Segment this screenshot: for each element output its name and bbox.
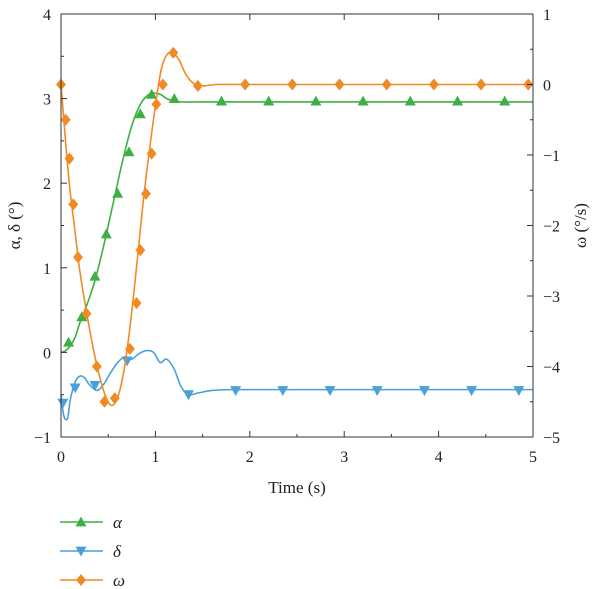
x-axis-title: Time (s): [268, 478, 325, 497]
series-3-marker: [158, 78, 168, 91]
series-3-marker: [60, 113, 71, 126]
series-1-marker: [357, 95, 369, 106]
series-3-marker: [124, 342, 135, 355]
series-1: [60, 88, 533, 354]
x-tick-label: 3: [340, 449, 348, 466]
series-3-marker: [73, 251, 83, 264]
legend-marker: [75, 516, 87, 527]
y-right-axis-title: ω (°/s): [571, 203, 590, 248]
x-tick-label: 2: [246, 449, 254, 466]
legend-label: α: [113, 513, 123, 532]
series-2-marker: [69, 383, 81, 394]
series-2-marker: [89, 380, 101, 391]
series-3-marker: [109, 392, 120, 405]
y-right-tick-label: −1: [543, 148, 560, 165]
legend-label: ω: [113, 571, 125, 589]
legend-marker: [76, 573, 86, 587]
series-3-marker: [99, 395, 110, 408]
series-3-marker: [64, 152, 75, 165]
series-3-marker: [146, 147, 157, 160]
y-left-tick-label: 0: [43, 345, 51, 362]
y-right-tick-label: 0: [543, 78, 551, 95]
legend-marker: [75, 546, 87, 557]
series-3-marker: [192, 79, 203, 92]
y-right-tick-label: −4: [543, 360, 560, 377]
series-3-marker: [428, 78, 439, 91]
series-3-marker: [240, 78, 251, 91]
legend-item-3: ω: [60, 571, 125, 589]
series-2-marker: [513, 386, 525, 396]
series-1-marker: [263, 95, 275, 106]
series-3-marker: [141, 187, 151, 200]
series-2-marker: [57, 398, 69, 409]
series-3-marker: [334, 78, 345, 91]
y-left-tick-label: 3: [43, 92, 51, 109]
series-2-marker: [371, 386, 383, 396]
series-3-marker: [168, 46, 179, 59]
series-2-marker: [182, 390, 194, 401]
y-left-tick-label: 4: [43, 7, 51, 24]
series-1-marker: [499, 95, 511, 106]
series-1-marker: [134, 108, 146, 119]
plot-frame: [60, 13, 534, 438]
series-3-marker: [91, 360, 102, 373]
series-2-marker: [121, 356, 133, 367]
series-1-marker: [100, 228, 112, 239]
series-3-marker: [135, 244, 146, 257]
y-right-tick-label: 1: [543, 7, 551, 24]
series-1-marker: [89, 270, 101, 281]
series-1-line: [60, 92, 533, 354]
series-1-marker: [76, 311, 88, 322]
series-2: [57, 349, 533, 421]
series-3-marker: [151, 98, 162, 111]
series-3-marker: [287, 78, 298, 91]
series-1-marker: [168, 93, 180, 103]
x-tick-label: 5: [529, 449, 537, 466]
y-right-tick-label: −3: [543, 289, 560, 306]
legend-label: δ: [113, 542, 122, 561]
series-1-marker: [112, 187, 124, 198]
series-3-marker: [381, 78, 392, 91]
y-right-tick-label: −2: [543, 219, 560, 236]
y-left-tick-label: −1: [34, 430, 51, 447]
series-3-marker: [476, 78, 487, 91]
series-3-marker: [68, 198, 79, 211]
series-1-marker: [215, 95, 227, 106]
series-2-line: [60, 349, 533, 421]
series-1-marker: [63, 336, 75, 347]
series-3: [56, 46, 534, 408]
series-2-marker: [418, 386, 430, 396]
series-2-marker: [466, 386, 478, 396]
y-left-tick-label: 2: [43, 176, 51, 193]
series-1-marker: [404, 95, 416, 106]
y-left-tick-label: 1: [43, 261, 51, 278]
series-2-marker: [230, 386, 242, 396]
series-1-marker: [146, 88, 158, 99]
series-1-marker: [123, 146, 135, 157]
series-2-marker: [324, 386, 336, 396]
x-tick-label: 0: [57, 449, 65, 466]
y-right-tick-label: −5: [543, 430, 560, 447]
legend-item-1: α: [60, 513, 123, 532]
series-3-marker: [81, 307, 92, 320]
legend-item-2: δ: [60, 542, 122, 561]
series-3-line: [60, 51, 533, 407]
series-1-marker: [310, 95, 322, 106]
series-2-marker: [277, 386, 289, 396]
x-tick-label: 4: [435, 449, 443, 466]
series-3-marker: [131, 297, 142, 310]
x-tick-label: 1: [151, 449, 159, 466]
y-left-axis-title: α, δ (°): [5, 202, 24, 250]
series-1-marker: [451, 95, 463, 106]
